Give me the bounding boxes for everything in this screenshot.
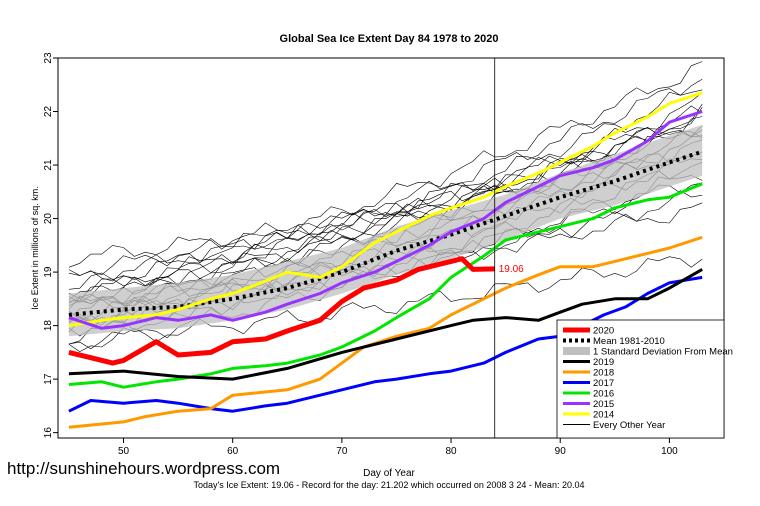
x-axis: 50 60 70 80 90 100 <box>118 438 678 457</box>
legend-label: 2017 <box>593 378 614 389</box>
series-line-2015 <box>68 110 703 330</box>
chart-title: Global Sea Ice Extent Day 84 1978 to 202… <box>280 33 499 45</box>
legend-label: Every Other Year <box>593 420 665 431</box>
current-value-label: 19.06 <box>499 264 524 275</box>
series-line-2018 <box>68 235 703 429</box>
x-tick-label: 90 <box>555 446 567 457</box>
plot-frame <box>57 57 725 439</box>
series-line-2017 <box>68 275 703 413</box>
x-tick-label: 80 <box>445 446 457 457</box>
legend-label: 2014 <box>593 410 614 421</box>
every-other-year-line <box>68 256 703 350</box>
legend-swatch <box>563 347 590 355</box>
chart-footer: Today's Ice Extent: 19.06 - Record for t… <box>194 480 585 490</box>
y-axis-label: Ice Extent in millions of sq. km. <box>30 186 40 310</box>
x-tick-label: 60 <box>227 446 239 457</box>
series-line-2019 <box>68 268 703 381</box>
y-tick-label: 18 <box>43 320 54 332</box>
y-tick-label: 19 <box>43 266 54 278</box>
x-tick-label: 70 <box>336 446 348 457</box>
legend-label: 1 Standard Deviation From Mean <box>593 347 733 358</box>
every-other-year-line <box>68 92 703 305</box>
legend-label: Mean 1981-2010 <box>593 336 665 347</box>
y-tick-label: 22 <box>43 106 54 118</box>
y-tick-label: 17 <box>43 373 54 385</box>
y-tick-label: 23 <box>43 52 54 64</box>
legend-label: 2015 <box>593 399 614 410</box>
y-tick-label: 20 <box>43 213 54 225</box>
series-line-2016 <box>68 182 703 389</box>
series-line-2014 <box>68 91 703 328</box>
x-tick-label: 100 <box>661 446 678 457</box>
legend-label: 2018 <box>593 368 614 379</box>
y-tick-label: 16 <box>43 427 54 439</box>
x-tick-label: 50 <box>118 446 130 457</box>
every-other-year-line <box>68 131 703 276</box>
y-tick-label: 21 <box>43 159 54 171</box>
legend-label: 2019 <box>593 357 614 368</box>
x-axis-label: Day of Year <box>363 468 415 479</box>
watermark-url: http://sunshinehours.wordpress.com <box>7 459 281 478</box>
year-series-lines <box>68 91 703 429</box>
legend-label: 2016 <box>593 389 614 400</box>
series-line-2020 <box>68 256 495 366</box>
std-dev-band <box>68 124 703 337</box>
legend-box <box>556 319 725 439</box>
std-band-area <box>68 124 703 337</box>
legend-label: 2020 <box>593 326 614 337</box>
every-other-year-line <box>68 61 703 290</box>
y-axis: 16 17 18 19 20 21 22 23 <box>43 52 58 438</box>
